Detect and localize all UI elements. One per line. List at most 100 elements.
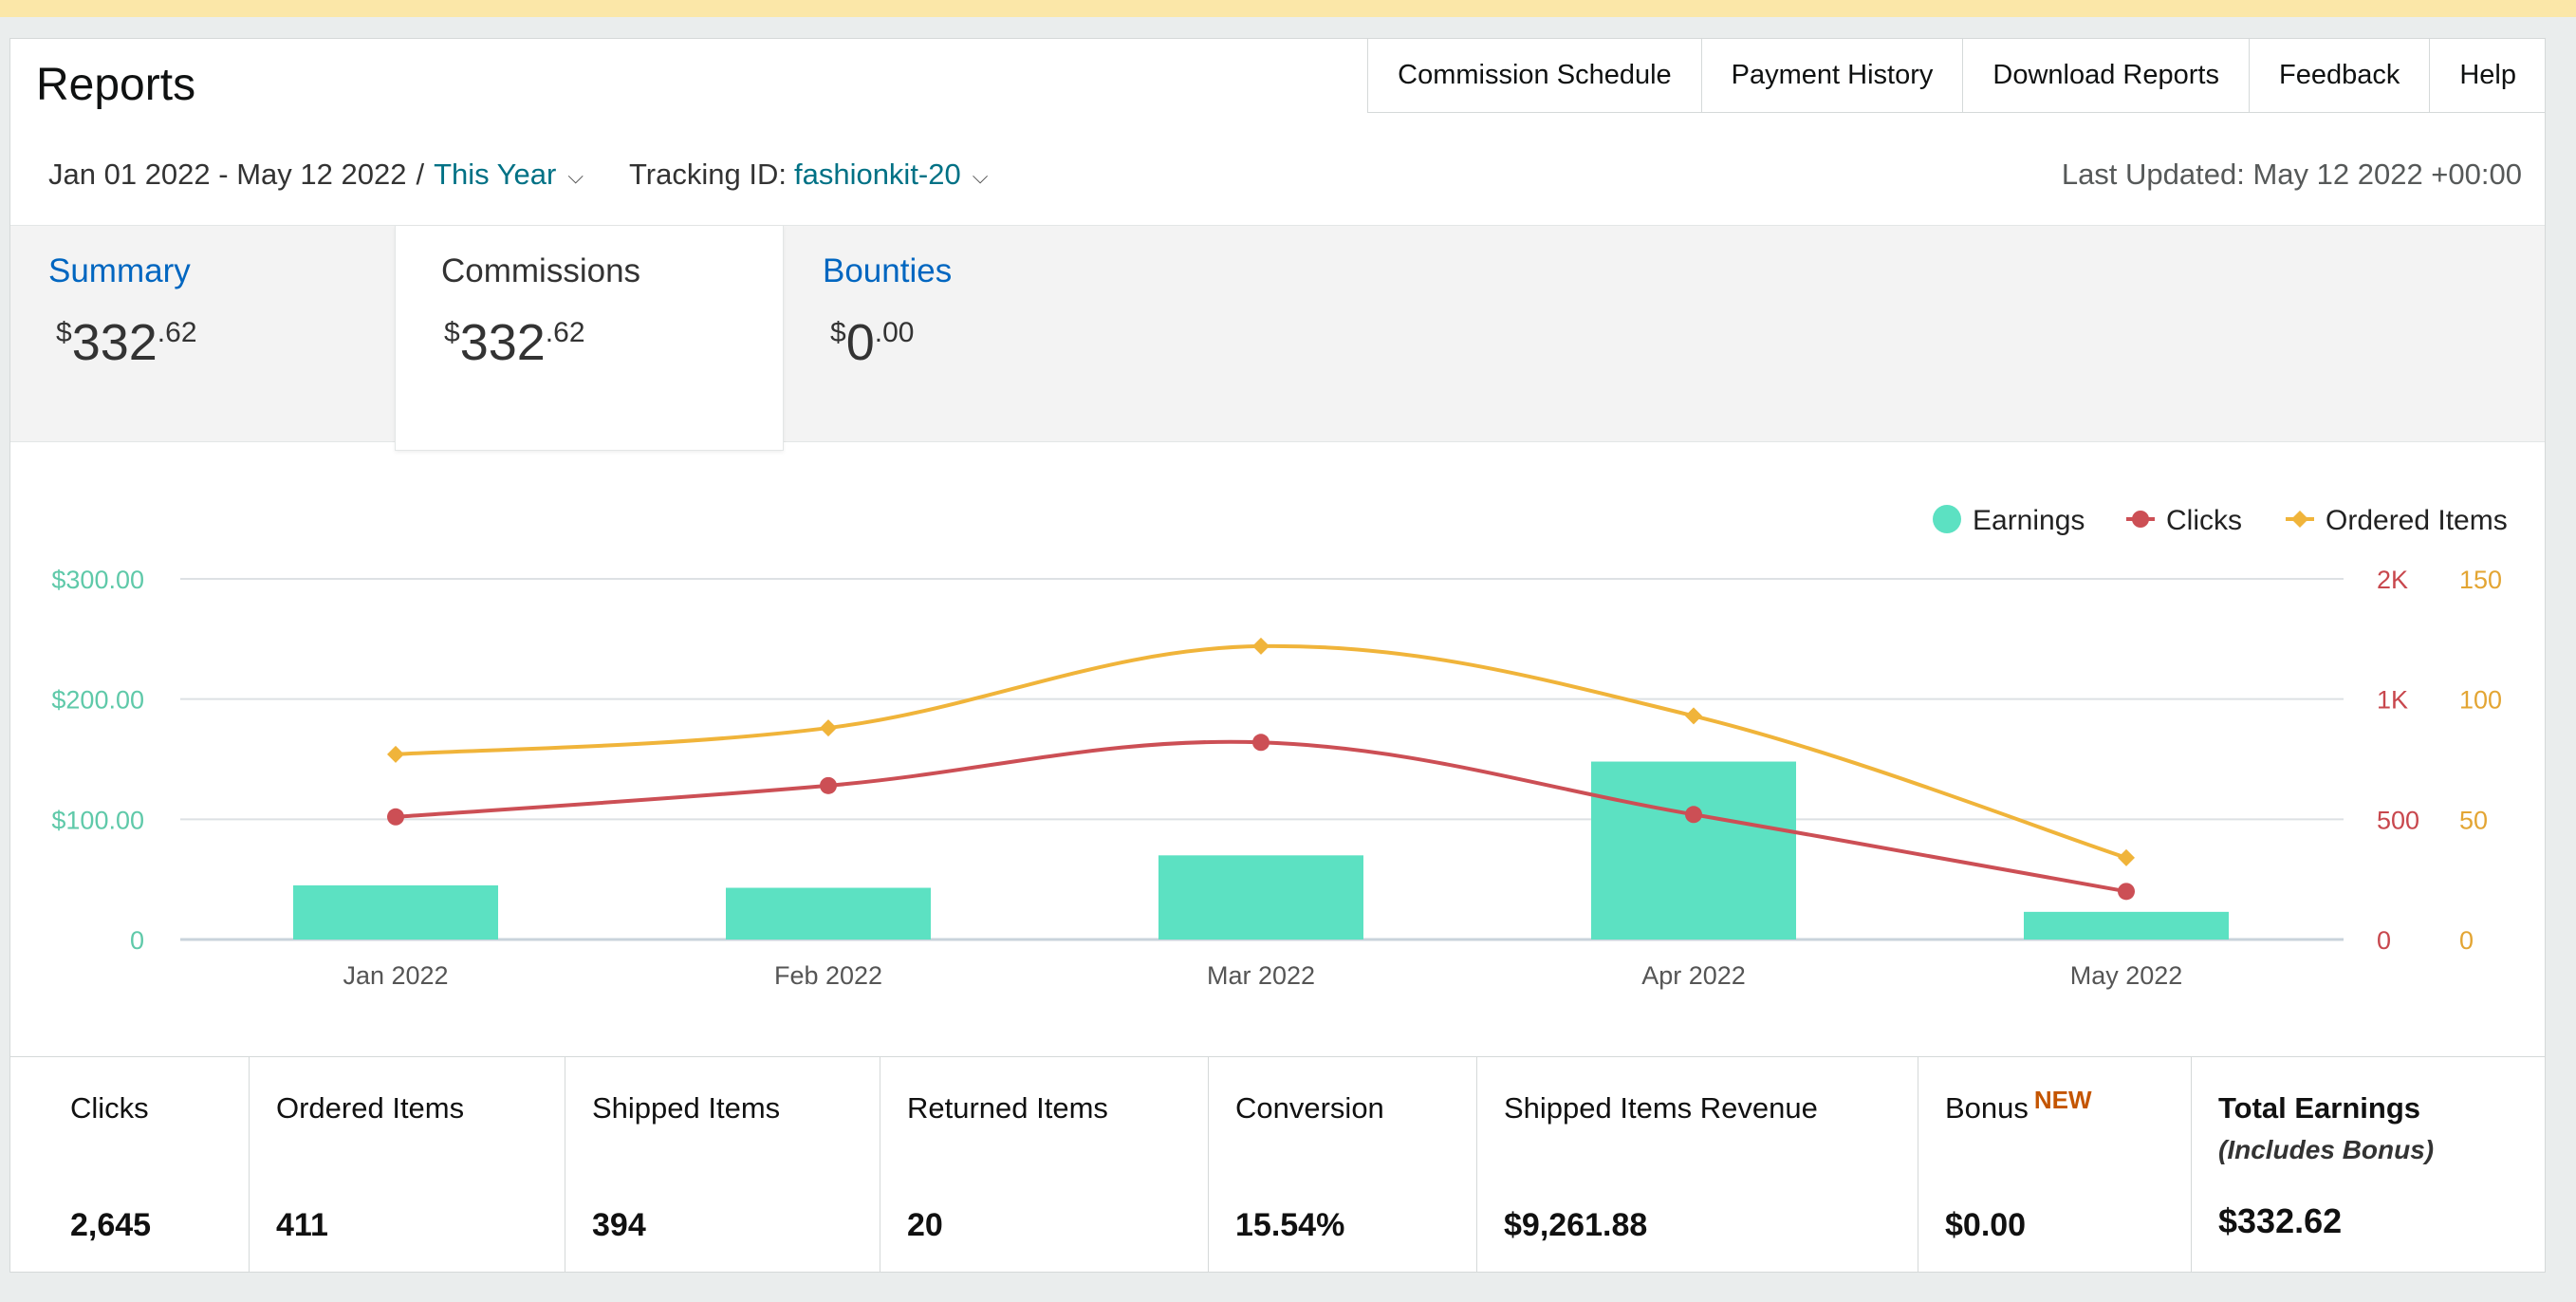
amount-cents: .00 [874,317,915,348]
stat-value: $9,261.88 [1504,1207,1648,1243]
earnings-bar [2024,911,2229,939]
stat-value: 15.54% [1235,1207,1345,1243]
clicks-point [387,808,404,826]
legend-label: Clicks [2166,505,2242,536]
tab-download-reports[interactable]: Download Reports [1963,38,2250,112]
stat-label: Shipped Items Revenue [1504,1091,1818,1125]
stat-shipped-items: Shipped Items 394 [565,1057,880,1273]
tab-payment-history[interactable]: Payment History [1702,38,1964,112]
x-tick-label: Jan 2022 [343,961,448,990]
stat-label: Ordered Items [276,1091,465,1125]
filter-row: Jan 01 2022 - May 12 2022 / This Year ⌵ … [48,158,1033,192]
ordered-items-point [1252,637,1269,655]
stat-value: $332.62 [2218,1201,2343,1240]
tab-help[interactable]: Help [2459,59,2516,90]
bounties-tab-label: Bounties [823,252,953,289]
y-right-items-tick-label: 150 [2459,566,2502,594]
ordered-items-line [395,643,2127,860]
y-right-items-tick-label: 100 [2459,686,2502,715]
clicks-point [1685,806,1702,824]
y-left-tick-label: 0 [130,926,144,955]
summary-tabs: Summary $332.62 Commissions $332.62 Boun… [10,225,2545,451]
tab-commission-schedule[interactable]: Commission Schedule [1368,38,1702,112]
date-preset-dropdown[interactable]: This Year [434,158,557,191]
y-right-clicks-tick-label: 0 [2377,926,2391,955]
date-range-text: Jan 01 2022 - May 12 2022 [48,158,407,191]
stat-conversion: Conversion 15.54% [1209,1057,1477,1273]
earnings-bar [1158,855,1363,939]
stat-ordered-items: Ordered Items 411 [250,1057,565,1273]
ordered-items-point [2118,848,2135,866]
tab-commissions[interactable]: Commissions $332.62 [395,226,784,451]
top-nav: Commission Schedule Payment History Down… [1367,38,2546,113]
bounties-amount: $0.00 [830,313,914,372]
ordered-items-point [820,719,837,737]
chevron-down-icon[interactable]: ⌵ [567,164,584,188]
summary-tab-label: Summary [48,252,191,289]
stat-value: $0.00 [1945,1207,2027,1243]
stat-label: Total Earnings [2218,1091,2421,1125]
y-right-clicks-tick-label: 1K [2377,686,2408,715]
y-left-tick-label: $100.00 [51,806,144,834]
y-right-items-tick-label: 50 [2459,806,2488,834]
tab-bounties[interactable]: Bounties $0.00 [782,226,1161,441]
earnings-chart: 0 0 0 $100.00 500 50 $200.00 1K 100 $300.00 2K 150 J… [51,505,2508,990]
stat-value: 2,645 [70,1207,152,1243]
ordered-items-point [387,745,404,763]
ordered-items-point [1685,707,1702,725]
stat-shipped-revenue: Shipped Items Revenue $9,261.88 [1477,1057,1918,1273]
legend-items-marker [2291,511,2308,528]
date-separator: / [416,158,425,191]
summary-amount: $332.62 [56,313,197,372]
new-badge: NEW [2033,1086,2092,1114]
stat-bonus: Bonus NEW $0.00 [1918,1057,2192,1273]
stat-label: Clicks [70,1091,149,1125]
amount-whole: 332 [71,314,158,371]
stat-label: Returned Items [907,1091,1108,1125]
currency-symbol: $ [444,317,460,348]
earnings-bar [293,885,498,939]
x-tick-label: Apr 2022 [1641,961,1746,990]
legend-label: Ordered Items [2326,505,2508,536]
amount-cents: .62 [545,317,585,348]
stat-label: Conversion [1235,1091,1384,1125]
stat-value: 411 [276,1207,328,1243]
x-tick-label: Feb 2022 [774,961,882,990]
stat-total-earnings: Total Earnings (Includes Bonus) $332.62 [2192,1057,2545,1273]
y-right-clicks-tick-label: 2K [2377,566,2408,594]
stat-sublabel: (Includes Bonus) [2218,1135,2435,1164]
stats-row: Clicks 2,645 Ordered Items 411 Shipped I… [10,1056,2545,1273]
tracking-id-label: Tracking ID: [629,158,787,191]
tracking-id-dropdown[interactable]: fashionkit-20 [793,158,961,191]
earnings-bar [726,887,931,939]
commissions-tab-label: Commissions [441,252,641,289]
bonus-label: Bonus [1945,1091,2029,1125]
tab-summary[interactable]: Summary $332.62 [10,226,395,441]
stat-returned-items: Returned Items 20 [880,1057,1209,1273]
clicks-point [820,776,837,794]
amount-cents: .62 [157,317,197,348]
y-left-tick-label: $200.00 [51,686,144,715]
x-tick-label: Mar 2022 [1207,961,1315,990]
earnings-bar [1591,761,1796,939]
stat-label: Shipped Items [592,1091,781,1125]
legend-clicks-marker [2132,511,2149,528]
clicks-point [2118,883,2135,901]
y-right-clicks-tick-label: 500 [2377,806,2419,834]
commissions-amount: $332.62 [444,313,585,372]
tab-feedback[interactable]: Feedback [2250,38,2431,112]
stat-clicks: Clicks 2,645 [10,1057,250,1273]
y-left-tick-label: $300.00 [51,566,144,594]
currency-symbol: $ [830,317,846,348]
clicks-point [1252,734,1269,752]
legend-earnings-marker [1933,505,1961,533]
stat-value: 20 [907,1207,943,1243]
amount-whole: 332 [459,314,546,371]
page-title: Reports [36,60,196,110]
stat-label: Bonus NEW [1945,1086,2092,1125]
legend-label: Earnings [1973,505,2085,536]
chevron-down-icon[interactable]: ⌵ [972,164,989,188]
x-tick-label: May 2022 [2070,961,2183,990]
notification-bar [0,0,2576,17]
last-updated: Last Updated: May 12 2022 +00:00 [2061,158,2522,191]
